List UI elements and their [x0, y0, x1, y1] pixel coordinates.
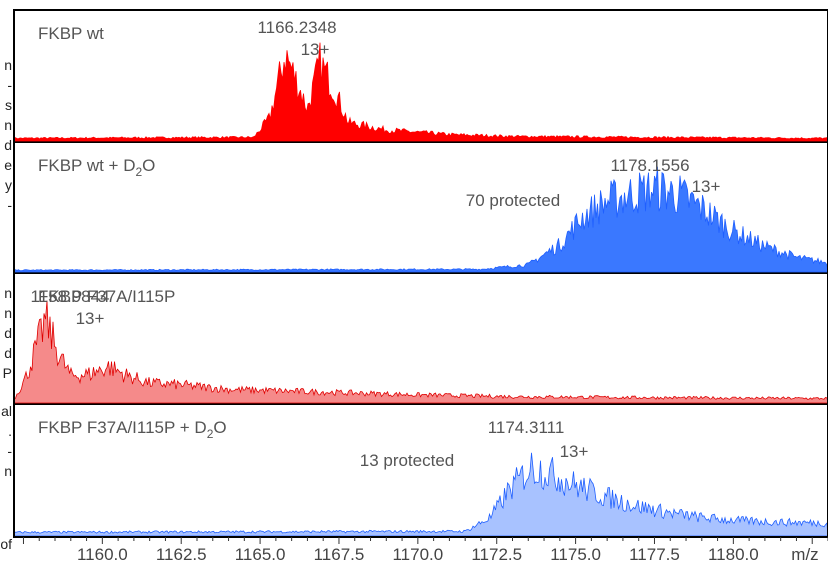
left-edge-fragment: n — [4, 117, 12, 133]
left-edge-fragment: n — [4, 463, 12, 479]
left-edge-fragment: d — [4, 137, 12, 153]
spectrum-trace — [13, 42, 828, 142]
x-tick-label: 1180.0 — [708, 545, 759, 564]
x-tick-label: 1175.0 — [550, 545, 601, 564]
protected-count-label: 70 protected — [466, 191, 561, 210]
left-edge-fragment: P — [3, 365, 12, 381]
charge-state-label: 13+ — [692, 177, 721, 196]
panel-label: FKBP wt — [38, 24, 104, 43]
x-tick-label: 1160.0 — [77, 545, 128, 564]
spectrum-trace — [13, 300, 828, 404]
spectrum-panel: FKBP wt 1166.2348 13+ — [13, 18, 828, 143]
x-axis-unit-label: m/z — [791, 545, 818, 564]
spectrum-panel: FKBP F37A/I115P + D2O 1174.3111 13+ 13 prot… — [13, 418, 828, 538]
panel-label: FKBP F37A/I115P — [38, 287, 175, 306]
left-edge-fragment: - — [7, 77, 12, 93]
left-edge-fragment: n — [4, 285, 12, 301]
left-edge-fragment: al — [1, 403, 12, 419]
charge-state-label: 13+ — [76, 309, 105, 328]
protected-count-label: 13 protected — [360, 451, 455, 470]
spectra-panels: FKBP wt 1166.2348 13+ FKBP wt + D2O 1178.155… — [13, 18, 828, 538]
x-tick-label: 1177.5 — [629, 545, 680, 564]
charge-state-label: 13+ — [560, 442, 589, 461]
x-tick-label: 1170.0 — [392, 545, 443, 564]
left-edge-fragment: - — [7, 443, 12, 459]
x-tick-label: 1167.5 — [314, 545, 365, 564]
left-edge-fragment: of — [0, 536, 12, 552]
peak-mz-label: 1166.2348 — [257, 18, 336, 37]
x-tick-label: 1172.5 — [471, 545, 522, 564]
spectrum-trace — [13, 166, 828, 273]
spectrum-trace — [13, 452, 828, 537]
x-tick-label: 1162.5 — [156, 545, 207, 564]
left-edge-fragment: d — [4, 345, 12, 361]
panel-label: FKBP F37A/I115P + D2O — [38, 418, 227, 441]
peak-mz-label: 1174.3111 — [488, 418, 565, 437]
left-edge-fragment: e — [4, 157, 12, 173]
left-edge-fragment: s — [5, 97, 12, 113]
left-edge-fragment: y — [5, 177, 12, 193]
left-edge-fragment: . — [8, 423, 12, 439]
x-tick-label: 1165.0 — [235, 545, 286, 564]
x-axis: 1160.0 1162.5 1165.0 1167.5 1170.0 1172.5 1175… — [22, 537, 828, 564]
left-edge-fragment: d — [4, 325, 12, 341]
panel-label: FKBP wt + D2O — [38, 156, 155, 179]
peak-mz-label: 1178.1556 — [610, 156, 689, 175]
left-edge-fragment: n — [4, 305, 12, 321]
charge-state-label: 13+ — [301, 40, 330, 59]
peak-mz-label: 1158.9844 — [30, 287, 109, 306]
left-edge-fragment: n — [4, 57, 12, 73]
plot-frame — [13, 9, 828, 538]
left-edge-fragment: - — [7, 197, 12, 213]
